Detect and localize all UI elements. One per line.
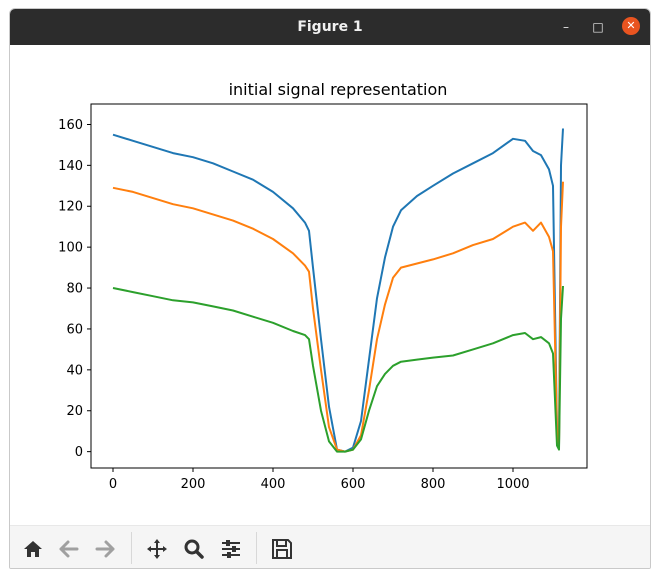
- zoom-button[interactable]: [181, 536, 207, 562]
- chart-title: initial signal representation: [229, 80, 448, 99]
- figure-canvas[interactable]: initial signal representation 0 20 40 60 80 1…: [10, 45, 650, 525]
- configure-subplots-button[interactable]: [218, 536, 244, 562]
- forward-button[interactable]: [92, 536, 118, 562]
- series-line-3: [112, 285, 564, 453]
- line-chart: initial signal representation 0 20 40 60 80 1…: [58, 80, 588, 492]
- axes-frame: [90, 103, 588, 469]
- x-tick-label: 200: [181, 477, 206, 492]
- x-tick-label: 0: [109, 477, 117, 492]
- y-axis: 0 20 40 60 80 100 120 140 160: [58, 118, 91, 460]
- window-title: Figure 1: [297, 19, 363, 35]
- y-tick-label: 100: [58, 241, 83, 256]
- save-button[interactable]: [269, 536, 295, 562]
- x-tick-label: 1000: [496, 477, 529, 492]
- forward-arrow-icon: [94, 538, 116, 560]
- x-tick-label: 800: [421, 477, 446, 492]
- home-icon: [22, 538, 44, 560]
- x-tick-label: 600: [341, 477, 366, 492]
- y-tick-label: 40: [66, 363, 83, 378]
- maximize-button[interactable]: □: [592, 20, 604, 34]
- close-button[interactable]: ✕: [622, 17, 640, 35]
- y-tick-label: 160: [58, 118, 83, 133]
- y-tick-label: 140: [58, 159, 83, 174]
- x-tick-label: 400: [261, 477, 286, 492]
- back-button[interactable]: [56, 536, 82, 562]
- series-line-2: [112, 181, 564, 453]
- title-bar[interactable]: Figure 1 – □ ✕: [10, 9, 650, 45]
- configure-subplots-icon: [219, 537, 243, 561]
- figure-window: Figure 1 – □ ✕ initial signal representa…: [9, 8, 651, 569]
- y-tick-label: 80: [66, 282, 83, 297]
- home-button[interactable]: [20, 536, 46, 562]
- zoom-icon: [182, 537, 206, 561]
- toolbar-separator: [131, 532, 132, 564]
- y-tick-label: 120: [58, 200, 83, 215]
- y-tick-label: 0: [75, 445, 83, 460]
- x-axis: 0 200 400 600 800 1000: [109, 468, 530, 492]
- y-tick-label: 60: [66, 322, 83, 337]
- y-tick-label: 20: [66, 404, 83, 419]
- series-line-1: [112, 128, 564, 453]
- series-lines: [112, 128, 564, 453]
- back-arrow-icon: [58, 538, 80, 560]
- minimize-button[interactable]: –: [563, 20, 569, 34]
- save-icon: [270, 537, 294, 561]
- pan-icon: [145, 537, 169, 561]
- toolbar-separator: [256, 532, 257, 564]
- pan-button[interactable]: [144, 536, 170, 562]
- navigation-toolbar: [10, 525, 650, 568]
